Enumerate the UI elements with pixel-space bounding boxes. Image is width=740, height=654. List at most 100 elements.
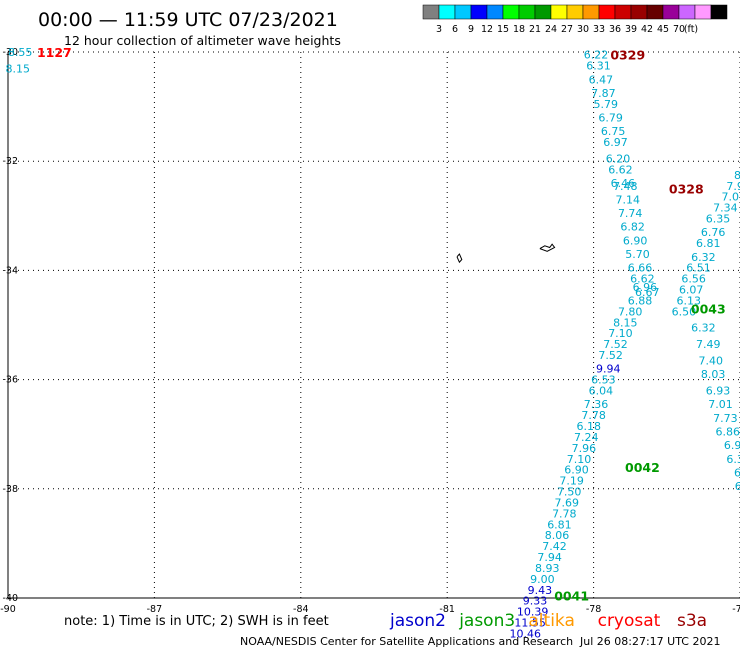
wave-height-point: 7.78 [552, 507, 577, 520]
wave-height-point: 6.35 [706, 213, 731, 226]
wave-height-point: 7.50 [557, 486, 582, 499]
legend-label: 70 [673, 24, 685, 35]
wave-height-point: 6.96 [633, 281, 658, 294]
wave-height-point: 8.93 [535, 562, 560, 575]
wave-height-point: 6.20 [606, 152, 631, 165]
legend-label: 27 [561, 24, 573, 35]
wave-height-point: 7.0 [721, 191, 739, 204]
legend-label: 21 [529, 24, 541, 35]
wave-height-point: 6.66 [628, 262, 653, 275]
island-outline [539, 243, 556, 252]
wave-height-point: 6.90 [623, 234, 648, 247]
legend-swatch [598, 4, 616, 20]
legend-label: 3 [436, 24, 442, 35]
satellite-label: cryosat [598, 611, 661, 631]
wave-height-point: 7.10 [608, 327, 633, 340]
y-tick-label: -38 [2, 484, 18, 495]
y-tick-label: -36 [2, 375, 18, 386]
legend-swatch [534, 4, 552, 20]
x-tick-label: -75 [732, 604, 740, 615]
wave-height-point: 7.49 [696, 338, 721, 351]
wave-height-point: 7.78 [581, 409, 606, 422]
y-tick-label: -34 [2, 265, 18, 276]
wave-height-point: 7.14 [616, 193, 641, 206]
plot-grid [8, 51, 740, 598]
wave-height-point: 6.50 [672, 305, 697, 318]
wave-height-point: 6.07 [679, 284, 704, 297]
legend-swatch [550, 4, 568, 20]
legend-swatch [678, 4, 696, 20]
legend-label: 45 [657, 24, 669, 35]
wave-height-point: 6.32 [691, 251, 716, 264]
y-tick-label: -32 [2, 156, 18, 167]
legend-label: 6 [452, 24, 458, 35]
legend-swatch [582, 4, 600, 20]
wave-height-point: 6.31 [586, 60, 611, 73]
wave-height-point: 6. [735, 480, 740, 493]
wave-height-point: 6.81 [696, 237, 721, 250]
wave-height-point: 6.86 [716, 425, 740, 438]
wave-height-point: 6.75 [601, 125, 626, 138]
pass-time-label: 0043 [691, 302, 726, 317]
legend-swatch [662, 4, 680, 20]
wave-height-point: 11.55 [514, 617, 546, 630]
plot-area [7, 52, 740, 599]
legend-label: 15 [497, 24, 509, 35]
wave-height-point: 6.22 [584, 49, 609, 62]
wave-height-point: 7.80 [618, 305, 643, 318]
x-tick-label: -90 [0, 604, 16, 615]
wave-height-point: 6.32 [691, 322, 716, 335]
legend-label: 30 [577, 24, 589, 35]
axis-ticks: -90 -87 -84 -81 -78 -75 -30 -32 -34 -36 -38 -40 [0, 47, 740, 615]
wave-height-point: 7.52 [598, 349, 623, 362]
legend-swatch [438, 4, 456, 20]
wave-height-point: 6.90 [564, 464, 589, 477]
legend-swatch [486, 4, 504, 20]
legend-label: 18 [513, 24, 525, 35]
wave-height-point: 7.48 [613, 180, 638, 193]
footer-note: note: 1) Time is in UTC; 2) SWH is in fe… [64, 614, 329, 629]
wave-height-point: 7.94 [537, 551, 562, 564]
island-outline [456, 253, 463, 264]
legend-swatch [518, 4, 536, 20]
wave-height-point: 6.88 [628, 294, 653, 307]
legend-label: 12 [481, 24, 493, 35]
land-outlines [456, 243, 556, 264]
wave-height-point: 6.76 [701, 226, 726, 239]
wave-height-point: 6.81 [547, 518, 572, 531]
legend-label: (ft) [684, 24, 698, 35]
wave-height-point: 6.62 [608, 163, 633, 176]
satellite-label: jason2 [389, 611, 446, 631]
wave-height-point: 6.53 [591, 374, 616, 387]
wave-height-point: 6.82 [620, 221, 645, 234]
wave-height-point: 6.93 [706, 385, 731, 398]
y-tick-label: -40 [2, 593, 18, 604]
wave-height-values: 8.558.156.226.316.477.875.796.796.756.97… [6, 46, 740, 640]
satellite-label: altika [528, 611, 575, 631]
x-tick-label: -84 [293, 604, 309, 615]
x-tick-label: -78 [586, 604, 602, 615]
wave-height-point: 8.06 [545, 529, 570, 542]
wave-height-point: 8.03 [701, 368, 726, 381]
wave-height-point: 10.39 [517, 606, 549, 619]
wave-height-point: 6.97 [603, 136, 628, 149]
pass-time-label: 0041 [554, 588, 589, 603]
legend-swatch [630, 4, 648, 20]
wave-height-point: 9.94 [596, 363, 621, 376]
wave-height-point: 6.3 [726, 453, 740, 466]
wave-height-point: 6.46 [611, 177, 636, 190]
wave-height-point: 7.01 [708, 398, 733, 411]
wave-height-point: 7.96 [572, 442, 597, 455]
wave-height-point: 8.55 [8, 46, 33, 59]
legend-label: 36 [609, 24, 621, 35]
wave-height-point: 7.10 [567, 453, 592, 466]
footer-timestamp: Jul 26 08:27:17 UTC 2021 [579, 635, 720, 648]
footer-credit: NOAA/NESDIS Center for Satellite Applica… [240, 635, 573, 648]
legend-swatch [566, 4, 584, 20]
chart-subtitle: 12 hour collection of altimeter wave hei… [64, 33, 341, 48]
satellite-label: jason3 [458, 611, 515, 631]
legend-swatch [422, 4, 440, 20]
wave-height-point: 7.36 [584, 398, 609, 411]
